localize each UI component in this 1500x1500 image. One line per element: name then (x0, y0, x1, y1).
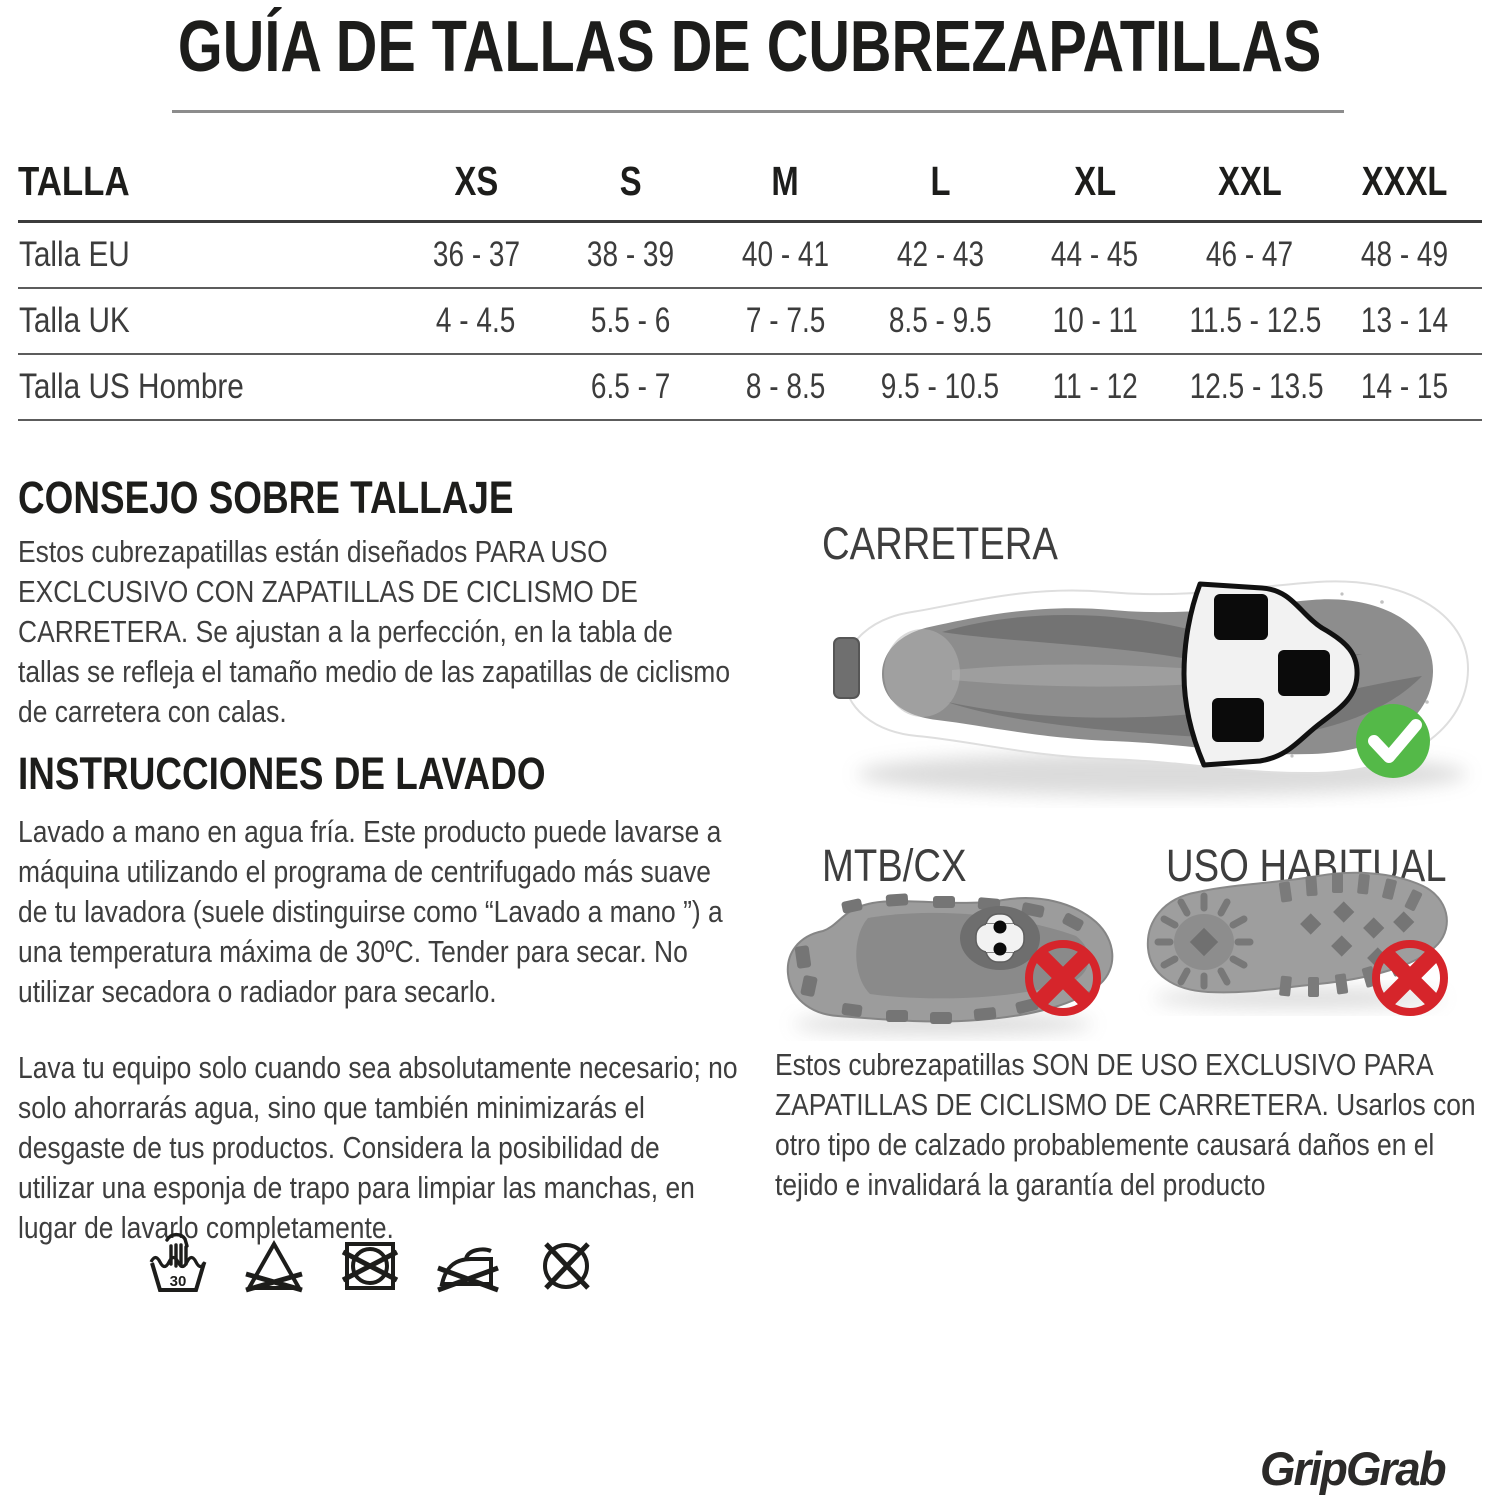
table-row-eu: Talla EU 36 - 37 38 - 39 40 - 41 42 - 43… (18, 221, 1482, 289)
svg-text:30: 30 (170, 1273, 187, 1290)
column-header-talla: TALLA (18, 158, 399, 223)
usage-note: Estos cubrezapatillas SON DE USO EXCLUSI… (775, 1047, 1476, 1202)
do-not-dry-clean-icon (543, 1242, 590, 1290)
washing-para-1: Lavado a mano en agua fría. Este product… (18, 814, 723, 1009)
sizing-advice-body: Estos cubrezapatillas están diseñados PA… (18, 534, 731, 729)
column-header-xs: XS (398, 158, 554, 223)
column-header-m: M (708, 158, 863, 223)
column-header-xl: XL (1017, 158, 1173, 223)
road-label: CARRETERA (822, 518, 1058, 569)
casual-boot-sole-image (1146, 871, 1448, 1016)
mtb-cleat (975, 913, 1025, 963)
mtb-shoe-sole-image (786, 893, 1114, 1035)
cross-badge-mtb (1025, 940, 1101, 1016)
do-not-tumble-dry-icon (341, 1242, 399, 1290)
column-header-xxl: XXL (1172, 158, 1328, 223)
page-title: GUÍA DE TALLAS DE CUBREZAPATILLAS (178, 7, 1322, 87)
do-not-bleach-icon (245, 1239, 303, 1293)
do-not-iron-icon (437, 1247, 499, 1293)
table-row-us: Talla US Hombre 6.5 - 7 8 - 8.5 9.5 - 10… (18, 354, 1482, 421)
size-table-header-row: TALLA XS S M L XL XXL XXXL (18, 158, 1482, 223)
hand-wash-30-icon: 30 (149, 1232, 207, 1292)
gripgrab-logo: GripGrab (1260, 1442, 1447, 1495)
washing-heading: INSTRUCCIONES DE LAVADO (18, 748, 546, 799)
title-divider (172, 110, 1344, 113)
road-shoe-sole-image (833, 580, 1470, 796)
column-header-l: L (862, 158, 1018, 223)
size-table: TALLA XS S M L XL XXL XXXL Talla EU 36 -… (18, 158, 1482, 421)
column-header-xxxl: XXXL (1327, 158, 1482, 223)
mtb-label: MTB/CX (822, 840, 967, 891)
cross-badge-casual (1372, 940, 1448, 1016)
check-badge (1356, 704, 1430, 778)
table-row-uk: Talla UK 4 - 4.5 5.5 - 6 7 - 7.5 8.5 - 9… (18, 288, 1482, 355)
washing-para-2: Lava tu equipo solo cuando sea absolutam… (18, 1050, 738, 1245)
column-header-s: S (553, 158, 709, 223)
sizing-advice-heading: CONSEJO SOBRE TALLAJE (18, 472, 514, 523)
care-icons-row: 30 (148, 1232, 596, 1296)
